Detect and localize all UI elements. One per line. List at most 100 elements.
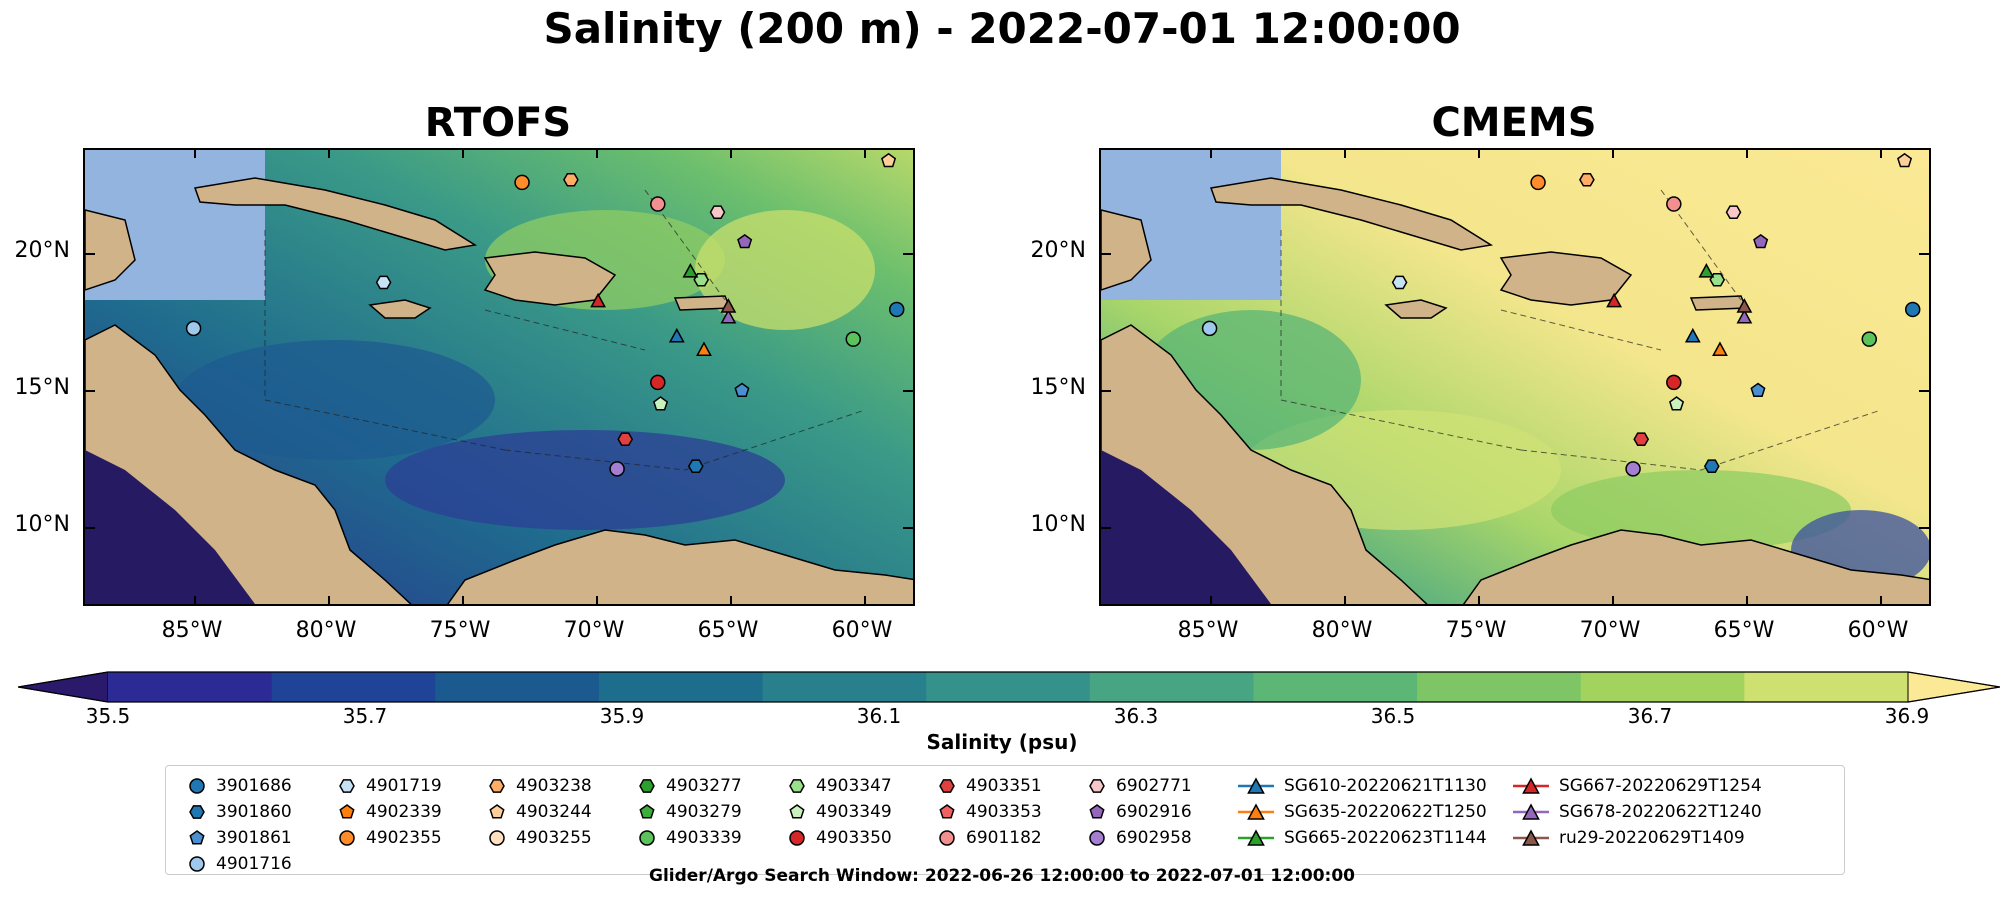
legend-item: 4901716 — [186, 852, 292, 876]
colorbar-bin — [1253, 672, 1418, 702]
marker-4901716 — [1201, 320, 1218, 337]
legend-marker — [189, 778, 205, 794]
legend-item: 6901182 — [936, 826, 1042, 850]
landmass — [1462, 529, 1929, 604]
legend-label: 4903350 — [816, 828, 892, 848]
hexagon-marker-icon — [1089, 779, 1105, 793]
pacific-ocean — [85, 450, 255, 604]
marker-6902916 — [1753, 233, 1769, 249]
triangle-marker-icon — [1238, 829, 1274, 846]
legend-item: 3901860 — [186, 800, 292, 824]
lat-label-10n-cmems: 10°N — [1030, 512, 1086, 537]
pacific-ocean — [1101, 450, 1271, 604]
marker-4903349 — [1669, 396, 1685, 411]
panel-title-rtofs: RTOFS — [424, 100, 572, 146]
legend-marker — [1247, 777, 1265, 794]
figure-title: Salinity (200 m) - 2022-07-01 12:00:00 — [543, 4, 1461, 53]
legend-marker — [489, 804, 505, 819]
legend-label: 6902771 — [1116, 776, 1192, 796]
legend-marker — [1522, 777, 1540, 794]
circle-marker-icon — [189, 856, 205, 872]
colorbar-bin — [762, 672, 927, 702]
pentagon-marker-icon — [939, 804, 955, 819]
colorbar-bin — [435, 672, 600, 702]
marker-SG665-20220623T1144 — [1698, 263, 1715, 278]
circle-marker-icon — [789, 830, 805, 846]
pentagon-marker-icon — [189, 830, 205, 845]
legend-item: 4903351 — [936, 774, 1042, 798]
marker-4901716 — [185, 320, 202, 337]
marker-SG610-20220621T1130 — [1684, 327, 1701, 343]
landmass — [1101, 209, 1152, 291]
marker-4903339 — [1861, 331, 1878, 347]
pentagon-marker-icon — [639, 804, 655, 819]
lon-label-60w-cmems: 60°W — [1847, 618, 1909, 643]
legend-label: 4902339 — [366, 802, 442, 822]
colorbar-bin — [108, 672, 273, 702]
marker-3901860 — [1703, 459, 1720, 473]
triangle-marker-icon — [1238, 777, 1274, 794]
lon-label-85w-cmems: 85°W — [1177, 618, 1239, 643]
marker-4903238 — [1579, 172, 1595, 187]
colorbar-tick-35-9: 35.9 — [599, 704, 645, 728]
legend-item: SG635-20220622T1250 — [1236, 800, 1487, 824]
marker-ru29-20220629T1409 — [720, 298, 737, 313]
marker-3901860 — [687, 459, 704, 473]
map-rtofs — [83, 148, 915, 606]
legend-marker — [789, 804, 805, 819]
marker-3901861 — [734, 382, 750, 397]
legend-item: 4903279 — [636, 800, 742, 824]
legend-marker — [189, 856, 205, 872]
legend-marker — [189, 830, 205, 845]
landmass — [193, 177, 478, 251]
legend-marker — [639, 830, 655, 846]
legend-label: 4901719 — [366, 776, 442, 796]
legend-marker — [489, 779, 505, 793]
legend-item: 3901686 — [186, 774, 292, 798]
legend-marker — [1247, 803, 1265, 820]
legend-label: 4903244 — [516, 802, 592, 822]
legend-label: 4903339 — [666, 828, 742, 848]
triangle-marker-icon — [1513, 829, 1549, 846]
triangle-marker-icon — [1513, 777, 1549, 794]
legend-label: ru29-20220629T1409 — [1559, 828, 1745, 848]
legend-item: SG667-20220629T1254 — [1511, 774, 1762, 798]
marker-ru29-20220629T1409 — [1736, 298, 1753, 313]
landmass — [1384, 299, 1448, 319]
circle-marker-icon — [1089, 830, 1105, 846]
marker-3901686 — [1904, 301, 1921, 318]
legend-item: 4902355 — [336, 826, 442, 850]
hexagon-marker-icon — [789, 779, 805, 793]
landmass — [483, 251, 617, 306]
colorbar-extend-high — [1907, 671, 2001, 703]
panel-title-cmems: CMEMS — [1431, 100, 1597, 146]
hexagon-marker-icon — [339, 779, 355, 793]
lon-label-70w-cmems: 70°W — [1579, 618, 1641, 643]
landmass — [673, 295, 732, 311]
legend-label: 6902916 — [1116, 802, 1192, 822]
legend-item: 3901861 — [186, 826, 292, 850]
legend-label: 4903349 — [816, 802, 892, 822]
legend-label: 6901182 — [966, 828, 1042, 848]
colorbar-bin — [926, 672, 1091, 702]
colorbar-tick-36-9: 36.9 — [1884, 704, 1930, 728]
hexagon-marker-icon — [639, 779, 655, 793]
marker-SG667-20220629T1254 — [590, 292, 606, 308]
marker-3901861 — [1750, 382, 1766, 397]
legend-marker — [339, 830, 355, 846]
legend-label: 3901686 — [216, 776, 292, 796]
circle-marker-icon — [339, 830, 355, 846]
legend-item: ru29-20220629T1409 — [1511, 826, 1745, 850]
legend-marker — [1522, 803, 1540, 820]
lon-label-85w-rtofs: 85°W — [161, 618, 223, 643]
legend-marker — [189, 805, 205, 819]
colorbar-bin — [1744, 672, 1909, 702]
colorbar-tick-36-5: 36.5 — [1370, 704, 1416, 728]
legend-item: 4903244 — [486, 800, 592, 824]
legend-marker — [939, 830, 955, 846]
marker-4903351 — [1633, 432, 1650, 446]
lat-label-20n-rtofs: 20°N — [14, 238, 70, 263]
lon-label-75w-cmems: 75°W — [1445, 618, 1507, 643]
legend-marker — [639, 804, 655, 819]
lon-label-65w-rtofs: 65°W — [697, 618, 759, 643]
